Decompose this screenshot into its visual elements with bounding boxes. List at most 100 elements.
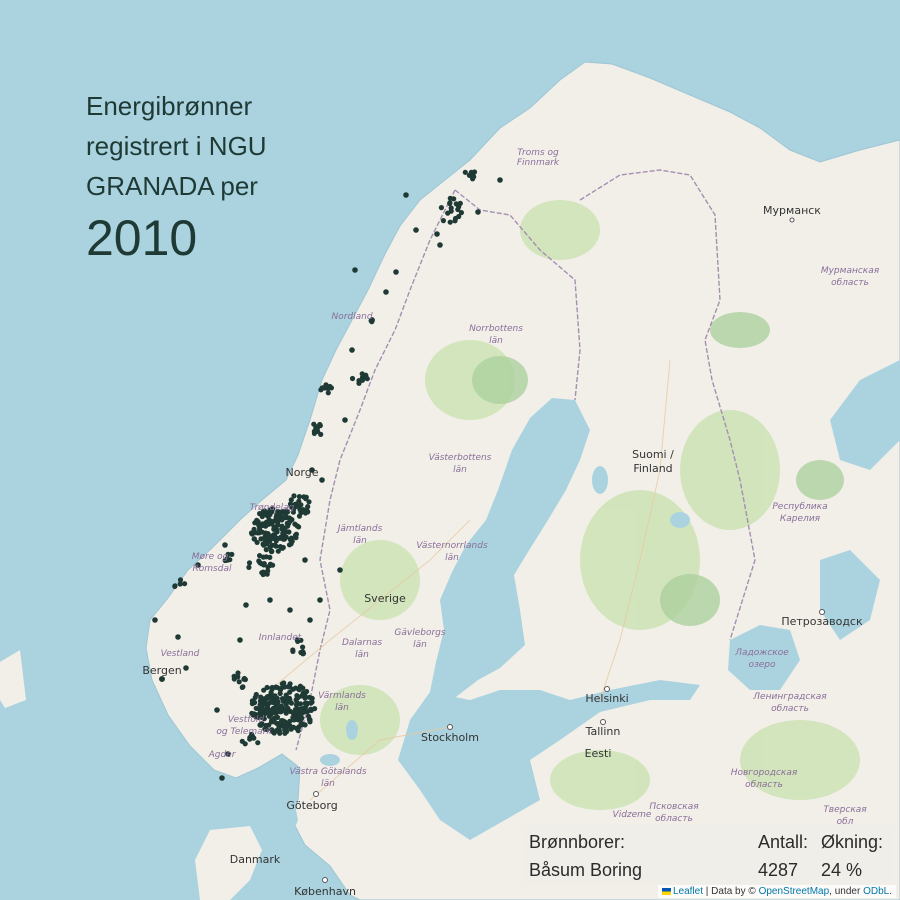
well-dot [271, 532, 277, 538]
well-dot [337, 567, 343, 573]
leaflet-link[interactable]: Leaflet [672, 886, 703, 897]
well-dot [457, 200, 463, 206]
well-dot [308, 700, 314, 706]
well-dot [292, 503, 298, 510]
map-label-romsdal: Romsdal [193, 564, 232, 574]
well-dot [263, 510, 269, 516]
well-dot [279, 723, 286, 729]
map-label-danmark: Danmark [230, 853, 281, 866]
map-label-leningrad: Ленинградская [752, 692, 827, 702]
map-label-varmland: Värmlands [318, 691, 366, 701]
well-dot [255, 740, 261, 746]
well-dot [315, 428, 321, 434]
well-dot [305, 504, 311, 510]
well-dot [237, 637, 243, 643]
map-label-norrbotten: Norrbottens [469, 324, 523, 334]
map-label-vastra2: län [321, 779, 335, 789]
well-dot [294, 725, 300, 731]
stats-panel: Brønnborer: Antall: Økning: Båsum Boring… [522, 826, 894, 884]
well-dot [317, 597, 323, 603]
well-dot [251, 711, 257, 717]
map-label-murmansk_obl: Мурманская [821, 266, 880, 276]
well-dot [248, 530, 255, 536]
gulf-of-bothnia [430, 398, 590, 700]
map-label-vestland: Vestland [161, 649, 200, 659]
map-label-suomi: Suomi / [632, 448, 674, 461]
well-dot [296, 687, 302, 693]
well-dot [269, 685, 275, 691]
map-attribution: Leaflet | Data by © OpenStreetMap, under… [657, 885, 896, 898]
well-dot [413, 227, 419, 233]
map-label-troms: Troms og [517, 148, 559, 158]
map-label-vasterbotten: Västerbottens [429, 453, 492, 463]
well-dot [307, 617, 313, 623]
map-label-helsinki: Helsinki [585, 692, 628, 705]
map-label-nordland: Nordland [331, 312, 372, 322]
well-dot [279, 523, 285, 529]
map-label-vasternorrland: Västernorrlands [416, 541, 488, 551]
well-dot [285, 684, 291, 690]
increase-value: 24 % [821, 860, 863, 880]
well-dot [264, 535, 270, 541]
well-dot [256, 523, 262, 529]
well-dot [183, 665, 189, 671]
well-dot [214, 707, 220, 713]
well-dot [285, 698, 291, 704]
title-line-1: Energibrønner [86, 91, 253, 121]
well-dot [243, 602, 249, 608]
map-label-stockholm: Stockholm [421, 731, 479, 744]
well-dot [256, 558, 262, 564]
well-dot [224, 557, 230, 563]
well-dot [259, 720, 265, 727]
onega-lake [820, 550, 880, 640]
well-dot [222, 542, 228, 548]
well-dot [274, 695, 280, 702]
well-dot [236, 679, 242, 685]
well-dot [290, 647, 296, 653]
well-dot [300, 644, 306, 650]
well-dot [152, 617, 158, 623]
well-dot [290, 509, 296, 515]
well-dot [303, 496, 309, 502]
well-dot [246, 560, 253, 566]
well-dot [261, 561, 267, 567]
well-dot [298, 721, 304, 727]
well-dot [288, 503, 294, 510]
well-dot [283, 534, 289, 540]
well-dot [302, 557, 308, 563]
iceland-fragment [0, 650, 26, 708]
well-dot [271, 699, 278, 705]
map-label-eesti: Eesti [585, 747, 612, 760]
well-dot [294, 706, 300, 712]
well-dot [267, 509, 273, 516]
well-dot [291, 710, 297, 716]
map-label-innlandet: Innlandet [259, 633, 302, 643]
well-dot [288, 497, 294, 503]
map-label-ladoga: Ладожское [734, 648, 789, 658]
map-label-goteborg: Göteborg [286, 799, 337, 812]
baltic-sea [398, 680, 700, 840]
odbl-link[interactable]: ODbL [863, 886, 890, 897]
well-dot [271, 730, 277, 736]
well-dot [294, 700, 300, 706]
osm-link[interactable]: OpenStreetMap [758, 886, 830, 897]
well-dot [452, 215, 459, 222]
well-dot [296, 498, 302, 504]
well-dot [293, 535, 299, 541]
well-dot [447, 219, 453, 225]
map-label-agder: Agder [208, 750, 237, 760]
map-label-gavleborg2: län [413, 640, 427, 650]
well-dot [251, 735, 257, 741]
attribution-under: , under [829, 886, 861, 897]
well-dot [469, 171, 475, 177]
well-dot [177, 577, 184, 583]
well-dot [175, 634, 181, 640]
borders [295, 169, 756, 751]
forest-areas [472, 312, 844, 626]
well-dot [265, 568, 271, 574]
well-dot [299, 715, 305, 721]
well-dot [289, 517, 295, 523]
map-label-gavleborg: Gävleborgs [394, 628, 445, 638]
map-label-vastra: Västra Götalands [289, 767, 366, 777]
